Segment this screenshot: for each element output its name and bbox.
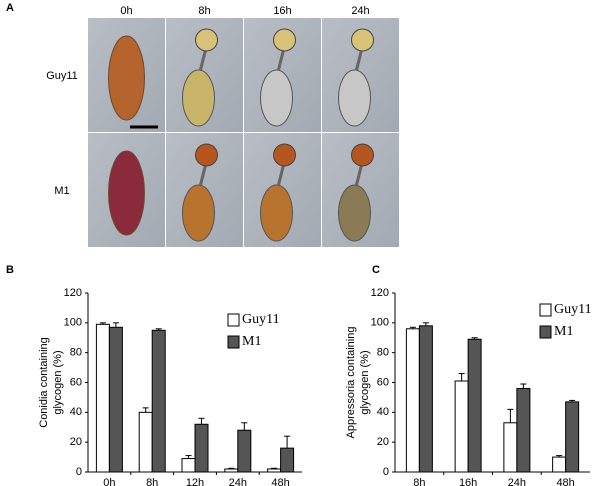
y-axis-label: Appressoria containing (345, 327, 357, 439)
conidium (108, 35, 145, 121)
panel-label: C (372, 264, 380, 276)
column-label: 16h (273, 5, 291, 17)
legend-label: M1 (242, 334, 261, 349)
bar (280, 447, 295, 473)
bar (224, 468, 239, 473)
legend-swatch (227, 335, 240, 349)
y-tick-label: 20 (70, 436, 82, 448)
bar (181, 458, 196, 473)
bar (237, 429, 252, 473)
y-axis-label: Conidia containing (38, 337, 50, 428)
appressorium (195, 143, 218, 167)
y-tick-label: 100 (371, 317, 389, 329)
y-tick-label: 80 (377, 347, 389, 359)
y-tick-label: 120 (371, 287, 389, 299)
bar (95, 323, 110, 473)
x-tick-label: 24h (508, 477, 526, 486)
bar (454, 380, 469, 473)
legend-label: Guy11 (242, 312, 280, 327)
x-tick-label: 8h (413, 477, 425, 486)
conidium (260, 184, 293, 242)
appressorium (273, 28, 296, 52)
conidium (338, 69, 371, 127)
y-tick-label: 40 (70, 406, 82, 418)
conidium (260, 69, 293, 127)
legend-swatch (539, 325, 552, 339)
x-tick-label: 24h (229, 477, 247, 486)
panel-label: A (6, 2, 14, 14)
legend-label: M1 (554, 324, 573, 339)
appressorium (351, 28, 374, 52)
y-tick-label: 0 (383, 466, 389, 478)
conidium (182, 69, 215, 127)
legend-swatch (227, 313, 240, 327)
x-tick-label: 0h (103, 477, 115, 486)
y-tick-label: 100 (64, 317, 82, 329)
bar (108, 326, 123, 473)
y-tick-label: 120 (64, 287, 82, 299)
bar (467, 338, 482, 473)
conidium (108, 150, 145, 236)
bar (516, 387, 531, 473)
micrographs (88, 18, 399, 247)
bar (565, 401, 580, 473)
y-tick-label: 60 (70, 376, 82, 388)
x-tick-label: 8h (146, 477, 158, 486)
bar (267, 468, 282, 473)
bar (503, 422, 518, 473)
bar (151, 329, 166, 473)
appressorium (195, 28, 218, 52)
x-tick-label: 48h (556, 477, 574, 486)
y-axis-label: glycogen (%) (52, 350, 64, 414)
y-tick-label: 0 (76, 466, 82, 478)
bar (405, 328, 420, 473)
legend-label: Guy11 (554, 302, 592, 317)
row-label: M1 (54, 185, 69, 197)
x-tick-label: 16h (459, 477, 477, 486)
y-tick-label: 20 (377, 436, 389, 448)
bar (138, 411, 153, 473)
column-label: 0h (120, 5, 132, 17)
bar (418, 325, 433, 473)
bar (194, 423, 209, 473)
y-tick-label: 60 (377, 376, 389, 388)
appressorium (351, 143, 374, 167)
column-label: 24h (351, 5, 369, 17)
conidium (338, 184, 371, 242)
row-label: Guy11 (46, 70, 78, 82)
legend-swatch (539, 303, 552, 317)
bar (552, 456, 567, 473)
y-tick-label: 40 (377, 406, 389, 418)
x-tick-label: 48h (271, 477, 289, 486)
panel-label: B (6, 264, 14, 276)
column-label: 8h (198, 5, 210, 17)
y-axis-label: glycogen (%) (359, 350, 371, 414)
y-tick-label: 80 (70, 347, 82, 359)
conidium (182, 184, 215, 242)
appressorium (273, 143, 296, 167)
x-tick-label: 12h (186, 477, 204, 486)
